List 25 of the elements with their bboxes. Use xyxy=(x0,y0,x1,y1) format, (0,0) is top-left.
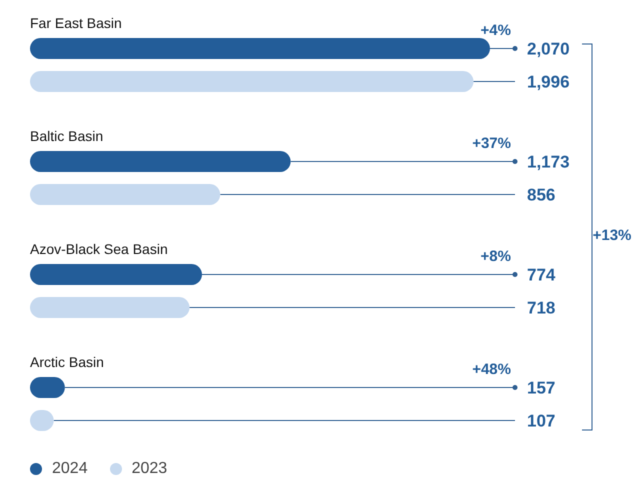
annotation: +4% xyxy=(480,22,511,39)
y-tick-label: Baltic Basin xyxy=(30,128,104,144)
bar xyxy=(30,38,490,59)
y-tick-label: Arctic Basin xyxy=(30,354,104,370)
data-label: 1,996 xyxy=(527,72,570,92)
data-label: 1,173 xyxy=(527,152,570,172)
bar xyxy=(30,71,474,92)
annotation: +48% xyxy=(472,361,511,378)
y-tick-label: Far East Basin xyxy=(30,15,122,31)
bar xyxy=(30,297,190,318)
annotation: +8% xyxy=(480,248,511,265)
y-tick-label: Azov-Black Sea Basin xyxy=(30,241,168,257)
text: +13% xyxy=(592,227,632,244)
bar xyxy=(30,184,220,205)
bar xyxy=(30,151,291,172)
annotation: +37% xyxy=(472,135,511,152)
data-label: 157 xyxy=(527,378,556,398)
data-label: 774 xyxy=(527,266,556,284)
bar xyxy=(30,264,202,285)
data-label: 2,070 xyxy=(527,40,570,58)
legend-label: 2024 xyxy=(52,460,88,478)
data-label: 856 xyxy=(527,186,556,204)
data-label: 718 xyxy=(527,298,556,318)
legend-label: 2023 xyxy=(132,460,168,478)
data-label: 107 xyxy=(527,412,556,430)
